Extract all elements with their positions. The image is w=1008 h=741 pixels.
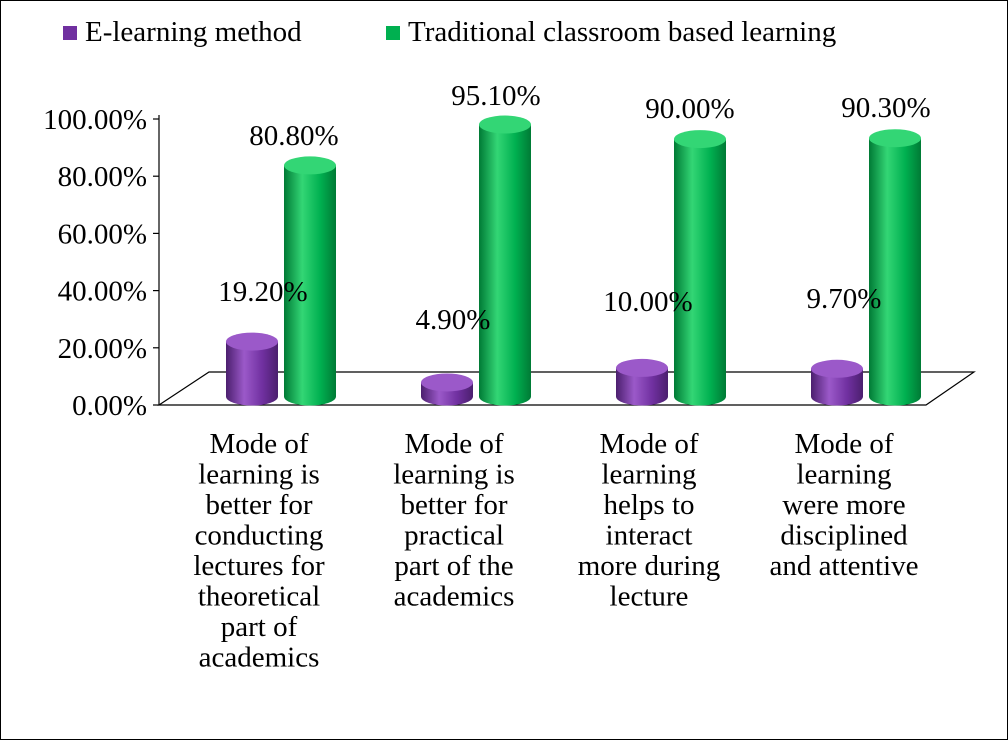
bar-body <box>479 124 531 406</box>
data-label: 90.00% <box>645 93 734 125</box>
bar-body <box>674 139 726 406</box>
y-tick-label: 80.00% <box>58 161 147 193</box>
bar-body <box>226 341 278 406</box>
category-label-line: interact <box>606 520 693 552</box>
y-tick-label: 0.00% <box>72 390 147 422</box>
category-label-line: more during <box>578 550 721 582</box>
category-label-line: academics <box>394 581 515 613</box>
bar-body <box>811 368 863 406</box>
bar-traditional-4 <box>869 129 921 406</box>
y-tick-label: 20.00% <box>58 333 147 365</box>
bar-body <box>284 165 336 406</box>
category-label-line: theoretical <box>198 581 320 613</box>
bar-top <box>479 115 531 134</box>
floor-plane <box>157 371 976 406</box>
category-label-line: Mode of <box>404 428 503 460</box>
category-label-line: Mode of <box>794 428 893 460</box>
category-label-line: conducting <box>195 520 324 552</box>
category-label-line: lectures for <box>193 550 325 582</box>
data-label: 19.20% <box>218 276 307 308</box>
bar-top <box>616 358 668 377</box>
y-tick-label: 40.00% <box>58 276 147 308</box>
category-label-line: learning is <box>393 459 515 491</box>
data-label: 90.30% <box>841 92 930 124</box>
y-axis: 0.00% 20.00% 40.00% 60.00% 80.00% 100.00% <box>43 104 160 422</box>
y-tick-label: 100.00% <box>43 104 147 136</box>
legend-label: Traditional classroom based learning <box>408 16 836 48</box>
y-tick-label: 60.00% <box>58 218 147 250</box>
legend-swatch <box>386 26 400 40</box>
category-label-line: lecture <box>610 581 689 613</box>
bar-body <box>616 367 668 406</box>
category-label-line: learning <box>796 459 891 491</box>
data-label: 10.00% <box>603 286 692 318</box>
category-label-line: practical <box>404 520 504 552</box>
category-label-line: disciplined <box>780 520 908 552</box>
data-label: 95.10% <box>451 80 540 112</box>
category-label-line: and attentive <box>770 550 919 582</box>
bar-top <box>674 130 726 149</box>
bars <box>226 115 921 406</box>
bar-elearning-1 <box>226 332 278 406</box>
category-label-line: better for <box>400 489 507 521</box>
bar-elearning-3 <box>616 358 668 406</box>
category-label-line: helps to <box>603 489 694 521</box>
bar-top <box>811 359 863 378</box>
legend-swatch <box>63 26 77 40</box>
category-label-line: were more <box>782 489 905 521</box>
bar-traditional-1 <box>284 156 336 406</box>
category-label-line: Mode of <box>209 428 308 460</box>
bar-traditional-2 <box>479 115 531 406</box>
category-label-line: part of the <box>394 550 513 582</box>
category-label-line: academics <box>199 642 320 674</box>
category-label-line: learning is <box>198 459 320 491</box>
bar-body <box>869 138 921 406</box>
legend-label: E-learning method <box>85 16 302 48</box>
data-label: 9.70% <box>807 283 882 315</box>
bar-top <box>421 373 473 392</box>
bar-elearning-4 <box>811 359 863 406</box>
legend: E-learning method Traditional classroom b… <box>63 16 836 48</box>
category-label-line: learning <box>601 459 696 491</box>
bar-top <box>226 332 278 351</box>
category-label-line: better for <box>205 489 312 521</box>
data-label: 4.90% <box>416 304 491 336</box>
bar-top <box>869 129 921 148</box>
data-labels: 19.20% 80.80% 4.90% 95.10% 10.00% 90.00% 9.70%… <box>218 80 930 336</box>
chart-floor <box>157 371 976 406</box>
bar-elearning-2 <box>421 373 473 406</box>
bar-traditional-3 <box>674 130 726 406</box>
category-label-line: part of <box>221 611 298 643</box>
bar-top <box>284 156 336 175</box>
data-label: 80.80% <box>249 120 338 152</box>
category-label-line: Mode of <box>599 428 698 460</box>
